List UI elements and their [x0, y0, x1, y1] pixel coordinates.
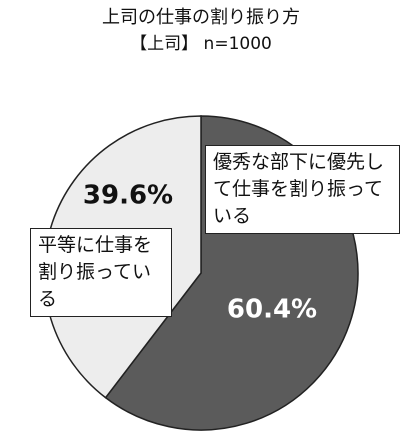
chart-subtitle: 【上司】 n=1000 — [130, 34, 272, 54]
chart-title: 上司の仕事の割り振り方 — [102, 7, 300, 28]
value-label: 39.6% — [83, 181, 173, 211]
value-label: 60.4% — [227, 295, 317, 325]
category-label: 平等に仕事を割り振っている — [30, 228, 172, 317]
category-label: 優秀な部下に優先して仕事を割り振っている — [205, 145, 400, 234]
